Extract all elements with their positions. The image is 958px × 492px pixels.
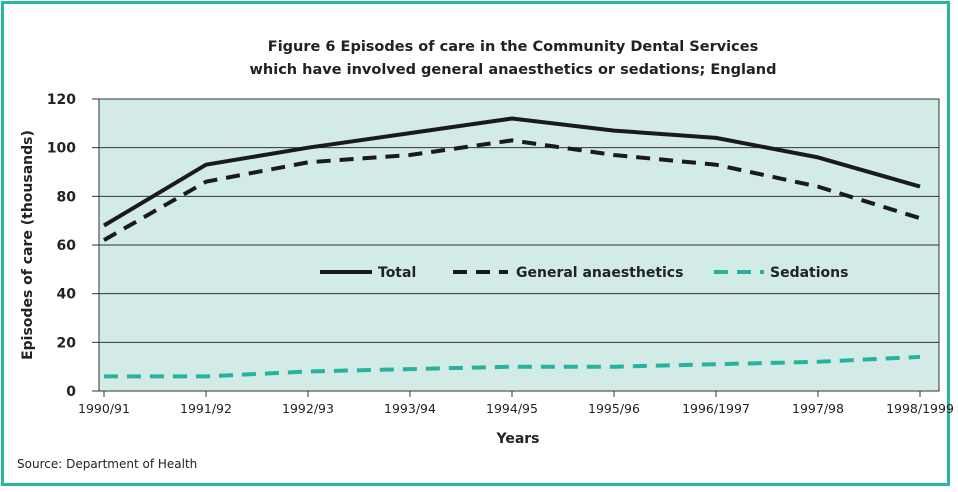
legend: Total General anaesthetics Sedations <box>320 265 848 281</box>
x-tick-label: 1998/1999 <box>886 401 954 416</box>
legend-label-sedations: Sedations <box>770 265 848 281</box>
series-lines <box>102 116 921 379</box>
x-axis-label: Years <box>495 431 539 447</box>
y-axis-label: Episodes of care (thousands) <box>20 130 36 360</box>
gridlines <box>92 98 939 392</box>
x-tick-label: 1994/95 <box>486 401 538 416</box>
legend-label-general-anaesthetics: General anaesthetics <box>516 265 683 281</box>
series-line-general-anaesthetics <box>103 138 921 242</box>
x-tick-label: 1997/98 <box>792 401 844 416</box>
x-tick-label: 1990/91 <box>78 401 130 416</box>
y-tick-label: 40 <box>57 287 77 303</box>
x-tick-label: 1996/1997 <box>682 401 750 416</box>
legend-label-total: Total <box>378 265 416 281</box>
series-line-sedations <box>104 354 921 379</box>
y-tick-label: 20 <box>57 335 77 351</box>
y-tick-label: 120 <box>47 92 76 108</box>
source-note: Source: Department of Health <box>17 457 197 471</box>
x-tick-label: 1992/93 <box>282 401 334 416</box>
y-tick-label: 80 <box>57 189 77 205</box>
series-line-total <box>102 116 921 228</box>
y-tick-label: 0 <box>66 384 76 400</box>
x-axis-ticks: 1990/91 1991/92 1992/93 1993/94 1994/95 1995/… <box>78 391 954 416</box>
y-tick-label: 60 <box>57 238 77 254</box>
chart-title-line-2: which have involved general anaesthetics… <box>250 62 777 78</box>
y-tick-label: 100 <box>47 141 76 157</box>
x-tick-label: 1995/96 <box>588 401 640 416</box>
chart-title-line-1: Figure 6 Episodes of care in the Communi… <box>268 39 758 55</box>
x-tick-label: 1991/92 <box>180 401 232 416</box>
y-axis-ticks: 0 20 40 60 80 100 120 <box>47 92 76 400</box>
x-tick-label: 1993/94 <box>384 401 436 416</box>
